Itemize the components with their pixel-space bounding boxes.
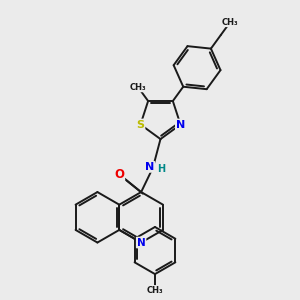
Text: CH₃: CH₃ — [147, 286, 163, 295]
Text: CH₃: CH₃ — [130, 83, 146, 92]
Text: N: N — [176, 119, 185, 130]
Text: H: H — [157, 164, 165, 173]
Text: CH₃: CH₃ — [222, 18, 238, 27]
Text: S: S — [136, 119, 145, 130]
Text: N: N — [145, 162, 154, 172]
Text: O: O — [114, 168, 124, 181]
Text: N: N — [137, 238, 146, 248]
